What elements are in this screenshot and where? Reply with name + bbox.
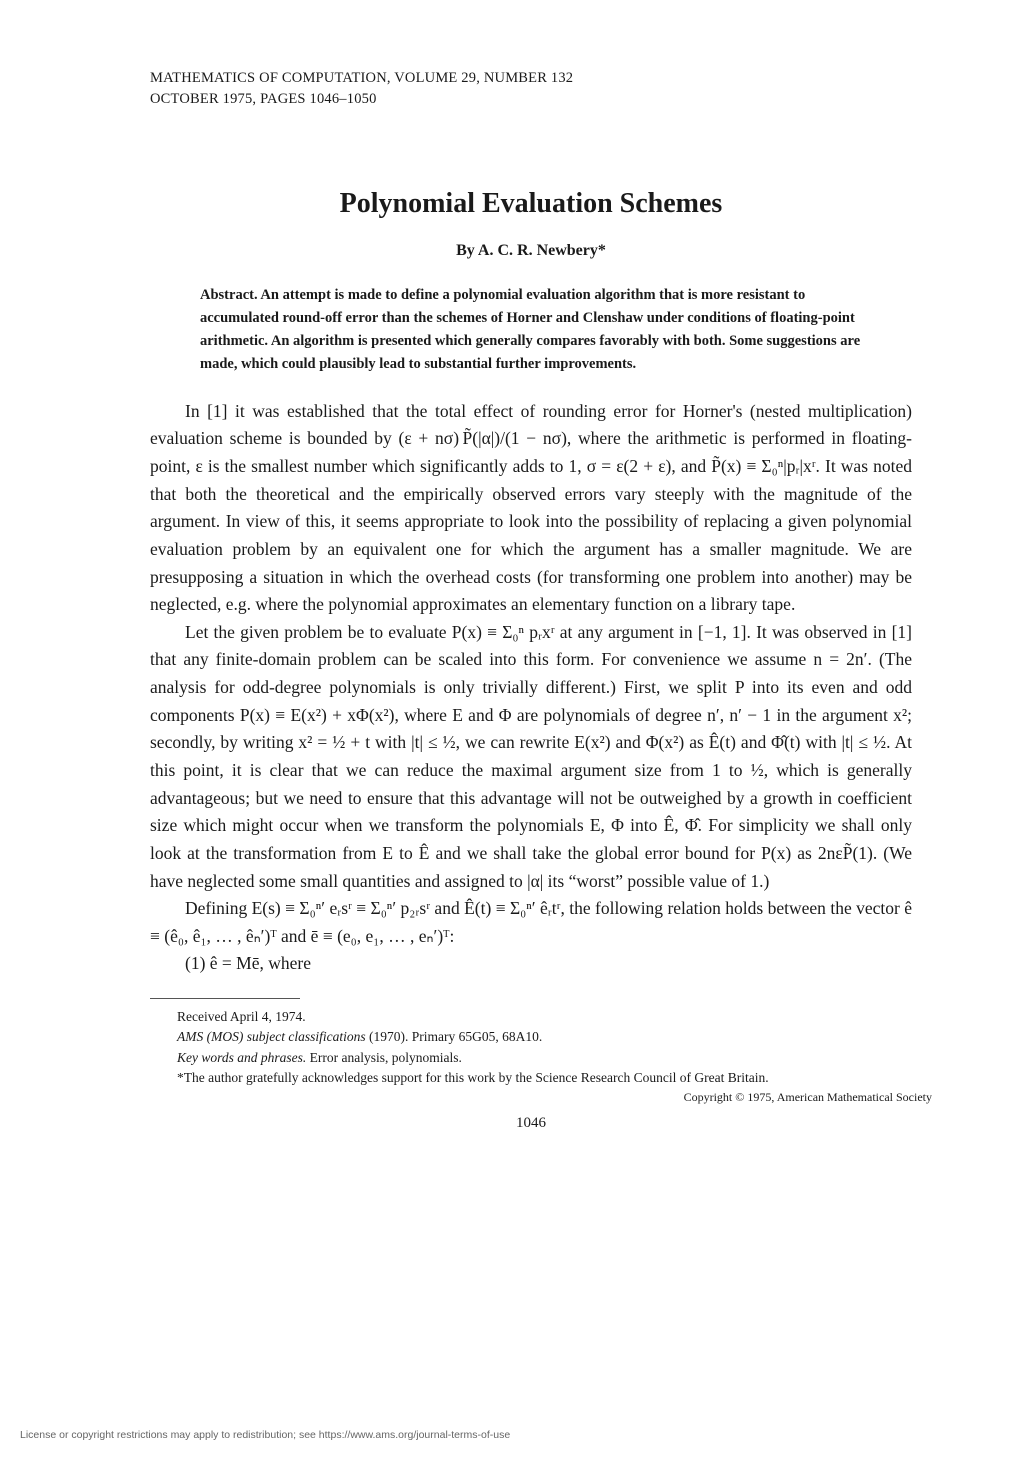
copyright: Copyright © 1975, American Mathematical … [150,1090,932,1105]
abstract-text: An attempt is made to define a polynomia… [200,287,860,372]
journal-line-1: MATHEMATICS OF COMPUTATION, VOLUME 29, N… [150,68,912,89]
journal-line-2: OCTOBER 1975, PAGES 1046–1050 [150,89,912,110]
footnote-received: Received April 4, 1974. [150,1007,912,1027]
footnote-keywords: Key words and phrases. Error analysis, p… [150,1048,912,1068]
footnote-ams-label: AMS (MOS) subject classifications [177,1029,366,1044]
page-number: 1046 [150,1115,912,1132]
paragraph-2: Let the given problem be to evaluate P(x… [150,619,912,895]
paper-title: Polynomial Evaluation Schemes [150,188,912,220]
paragraph-3: Defining E(s) ≡ Σ₀ⁿ′ eᵣsʳ ≡ Σ₀ⁿ′ p₂ᵣsʳ a… [150,895,912,950]
footnote-acknowledgment: *The author gratefully acknowledges supp… [150,1068,912,1088]
footnotes: Received April 4, 1974. AMS (MOS) subjec… [150,1007,912,1088]
byline: By A. C. R. Newbery* [150,242,912,260]
footnote-ams-text: (1970). Primary 65G05, 68A10. [366,1029,543,1044]
paragraph-4: (1) ê = Mē, where [150,950,912,978]
paragraph-1: In [1] it was established that the total… [150,398,912,619]
abstract-label: Abstract. [200,287,258,303]
running-head: MATHEMATICS OF COMPUTATION, VOLUME 29, N… [150,68,912,110]
footnote-ams: AMS (MOS) subject classifications (1970)… [150,1027,912,1047]
footnote-key-text: Error analysis, polynomials. [306,1050,462,1065]
footnote-rule [150,998,300,999]
body-text: In [1] it was established that the total… [150,398,912,978]
license-line: License or copyright restrictions may ap… [20,1429,510,1441]
footnote-key-label: Key words and phrases. [177,1050,306,1065]
abstract: Abstract. An attempt is made to define a… [200,284,862,376]
